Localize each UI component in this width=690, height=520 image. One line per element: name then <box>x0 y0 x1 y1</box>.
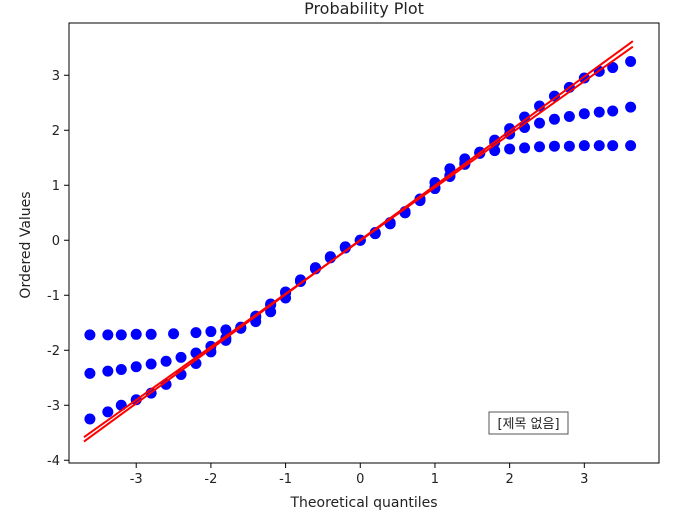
y-tick-label: 2 <box>52 124 60 139</box>
data-point <box>175 351 187 363</box>
data-point <box>625 101 637 113</box>
annotation-box: [제목 없음] <box>488 411 569 435</box>
y-tick-label: 1 <box>52 179 60 194</box>
data-point <box>534 141 546 153</box>
data-point <box>563 111 575 122</box>
y-tick-label: -2 <box>47 344 60 359</box>
x-tick-label: 0 <box>356 472 364 487</box>
data-point <box>548 113 560 125</box>
data-point <box>220 324 232 336</box>
data-point <box>548 140 560 152</box>
x-tick-label: 1 <box>431 472 439 487</box>
data-point <box>593 140 605 152</box>
fit-line-2 <box>83 40 634 443</box>
data-point <box>102 365 114 377</box>
x-tick-label: -3 <box>130 472 143 487</box>
data-point <box>607 140 619 152</box>
data-point <box>130 328 142 340</box>
data-point <box>563 140 575 152</box>
plot-area <box>83 40 637 443</box>
data-point <box>625 56 637 67</box>
data-point <box>160 355 172 367</box>
data-point <box>205 326 217 338</box>
data-point <box>607 105 619 117</box>
data-point <box>84 367 96 379</box>
x-axis-label: Theoretical quantiles <box>289 495 437 511</box>
data-point <box>190 327 202 339</box>
data-point <box>593 106 605 118</box>
x-tick-label: -1 <box>279 472 292 487</box>
y-tick-label: -4 <box>47 454 60 469</box>
data-point <box>534 100 546 112</box>
y-axis-label: Ordered Values <box>18 191 34 298</box>
data-point <box>115 364 127 375</box>
data-point <box>534 117 546 129</box>
data-point <box>519 142 531 154</box>
data-point <box>84 413 96 425</box>
x-axis: -3 -2 -1 0 1 2 3 <box>130 463 588 487</box>
data-point <box>145 358 157 370</box>
y-tick-label: 3 <box>52 69 60 84</box>
data-point <box>519 111 531 123</box>
data-point <box>130 361 142 373</box>
data-point <box>168 328 180 340</box>
x-tick-label: 3 <box>580 472 588 487</box>
data-point <box>102 329 114 341</box>
data-point <box>115 399 127 411</box>
y-tick-label: -1 <box>47 289 60 304</box>
y-tick-label: 0 <box>52 234 60 249</box>
data-point <box>607 62 619 74</box>
x-tick-label: -2 <box>204 472 217 487</box>
data-point <box>84 329 96 341</box>
data-point <box>102 406 114 418</box>
y-tick-label: -3 <box>47 399 60 414</box>
data-point <box>578 108 590 120</box>
data-point <box>548 90 560 102</box>
chart-title: Probability Plot <box>304 0 424 18</box>
data-point <box>145 328 157 340</box>
axes-frame <box>68 22 660 464</box>
annotation-frame <box>488 411 569 435</box>
annotation-text: [제목 없음] <box>497 417 559 432</box>
data-point <box>115 329 127 341</box>
data-point <box>504 143 516 155</box>
data-point <box>625 140 637 152</box>
y-axis: -4 -3 -2 -1 0 1 2 3 <box>47 69 69 469</box>
x-tick-label: 2 <box>505 472 513 487</box>
data-point <box>578 140 590 152</box>
